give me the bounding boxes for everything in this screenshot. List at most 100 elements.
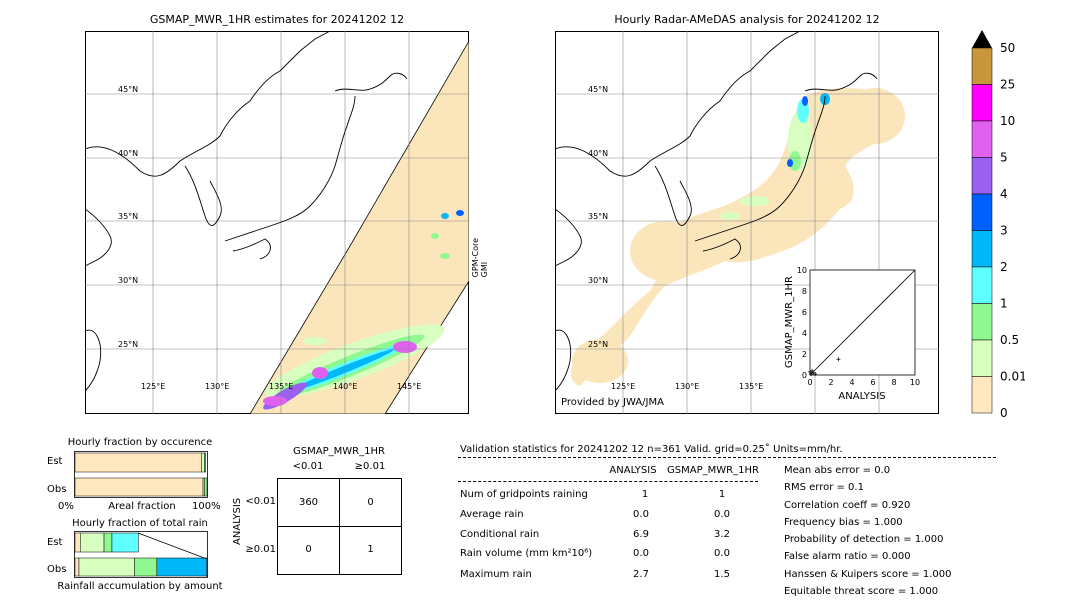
validation-divider <box>458 457 996 458</box>
colorbar-swatch <box>971 47 993 85</box>
scatter-xtick: 6 <box>870 378 875 387</box>
val-row-3-label: Rain volume (mm km²10⁶) <box>460 548 593 559</box>
lon-label-125: 125°E <box>611 382 635 391</box>
contingency-grid: 360 0 0 1 <box>277 478 402 575</box>
scatter-point <box>810 368 815 373</box>
graticule <box>85 31 469 414</box>
lat-label-40: 40°N <box>588 149 608 158</box>
scatter-xtick: 2 <box>828 378 833 387</box>
fraction-bar-segment <box>111 532 139 553</box>
occ-xlabel: Areal fraction <box>108 501 176 512</box>
one-to-one-line <box>809 269 916 376</box>
val-row-2-a: 6.9 <box>633 529 649 540</box>
colorbar-label: 10 <box>1000 114 1015 128</box>
scatter-xtick: 10 <box>910 378 920 387</box>
scores-list: Mean abs error = 0.0 RMS error = 0.1 Cor… <box>784 462 951 600</box>
score-corr: Correlation coeff = 0.920 <box>784 499 911 511</box>
tr-obs-label: Obs <box>47 564 67 575</box>
scatter-xticks: 0 2 4 6 8 10 <box>807 378 920 387</box>
scatter-xtick: 4 <box>849 378 854 387</box>
lat-label-35: 35°N <box>118 212 138 221</box>
lon-label-130: 130°E <box>675 382 699 391</box>
right-lat-labels: 45°N 40°N 35°N 30°N 25°N <box>588 85 608 349</box>
tr-est-label: Est <box>47 537 63 548</box>
ct-cell-01: 0 <box>367 497 374 508</box>
fraction-bar-segment <box>134 557 158 577</box>
colorbar-label: 2 <box>1000 260 1008 274</box>
validation-header: Validation statistics for 20241202 12 n=… <box>460 444 843 455</box>
score-freq-bias: Frequency bias = 1.000 <box>784 516 903 528</box>
fraction-bar-segment <box>201 452 205 473</box>
colorbar-swatch <box>971 84 993 122</box>
lat-label-25: 25°N <box>118 340 138 349</box>
satellite-swath <box>249 40 469 414</box>
ct-row-header-lt: <0.01 <box>245 496 276 507</box>
colorbar-swatch <box>971 120 993 158</box>
val-row-0-b: 1 <box>718 489 726 500</box>
val-row-2-label: Conditional rain <box>460 529 540 540</box>
ct-cell-11: 1 <box>367 544 374 555</box>
val-row-4-a: 2.7 <box>633 569 649 580</box>
ct-cell-00: 360 <box>298 497 319 508</box>
val-row-3-a: 0.0 <box>633 548 649 559</box>
contingency-title: GSMAP_MWR_1HR <box>293 446 385 457</box>
colorbar-swatch <box>971 230 993 268</box>
lat-label-40: 40°N <box>118 149 138 158</box>
scatter-xlabel: ANALYSIS <box>838 391 885 402</box>
total-rain-bars <box>74 531 208 578</box>
colorbar-label: 0.01 <box>1000 370 1025 384</box>
val-row-3-b: 0.0 <box>714 548 730 559</box>
ct-col-header-lt: <0.01 <box>292 461 324 472</box>
colorbar: 50 25 10 5 4 3 2 1 0.5 0.01 0 <box>971 30 1025 418</box>
scatter-ylabel: GSMAP_MWR_1HR <box>784 276 795 368</box>
left-lon-labels: 125°E 130°E 135°E 140°E 145°E <box>141 382 421 391</box>
val-row-4-b: 1.5 <box>714 569 730 580</box>
scatter-xtick: 8 <box>891 378 896 387</box>
val-row-0-label: Num of gridpoints raining <box>460 489 588 500</box>
scatter-point <box>836 357 841 362</box>
fraction-bar-segment <box>103 532 113 553</box>
lon-label-125: 125°E <box>141 382 165 391</box>
lat-label-35: 35°N <box>588 212 608 221</box>
val-col2: GSMAP_MWR_1HR <box>667 465 759 476</box>
scatter-ytick: 2 <box>802 350 807 359</box>
fraction-bar-segment <box>74 532 81 553</box>
lat-label-45: 45°N <box>118 85 138 94</box>
scatter-points <box>808 357 841 376</box>
scatter-point <box>813 371 818 376</box>
fraction-bar-segment <box>156 557 208 577</box>
lon-label-130: 130°E <box>205 382 229 391</box>
lat-label-30: 30°N <box>588 276 608 285</box>
ct-cell-10: 0 <box>305 544 312 555</box>
scatter-point <box>809 371 814 376</box>
right-lon-labels: 125°E 130°E 135°E <box>611 382 763 391</box>
colorbar-swatch <box>971 376 993 414</box>
score-ets: Equitable threat score = 1.000 <box>784 586 939 598</box>
colorbar-label: 0.5 <box>1000 333 1019 347</box>
scatter-yticks: 0 2 4 6 8 10 <box>797 266 807 380</box>
occ-xtick-100: 100% <box>192 501 221 512</box>
occ-xtick-0: 0% <box>58 501 74 512</box>
colorbar-swatch <box>971 266 993 304</box>
coastlines <box>555 31 878 392</box>
ct-row-axis: ANALYSIS <box>232 497 243 545</box>
val-col1: ANALYSIS <box>609 465 657 476</box>
fraction-bar-segment <box>204 452 206 473</box>
lon-label-140: 140°E <box>333 382 357 391</box>
colorbar-swatch <box>971 339 993 377</box>
scatter-ytick: 4 <box>802 329 807 338</box>
lon-label-135: 135°E <box>269 382 293 391</box>
fraction-bar-segment <box>74 557 80 577</box>
fraction-bar-segment <box>80 532 105 553</box>
total-rain-title: Hourly fraction of total rain <box>72 518 208 529</box>
score-pod: Probability of detection = 1.000 <box>784 534 944 546</box>
colorbar-extend-arrow <box>972 30 992 48</box>
scatter-ytick: 8 <box>802 287 807 296</box>
occurrence-bars <box>74 451 208 498</box>
colorbar-label: 0 <box>1000 406 1008 418</box>
val-row-0-a: 1 <box>641 489 649 500</box>
val-row-1-label: Average rain <box>460 509 524 520</box>
scatter-inset: 0 2 4 6 8 10 0 2 4 6 8 10 ANALYSIS GSMAP_MWR_1HR <box>784 266 920 402</box>
score-mae: Mean abs error = 0.0 <box>784 465 891 476</box>
val-row-1-b: 0.0 <box>714 509 730 520</box>
